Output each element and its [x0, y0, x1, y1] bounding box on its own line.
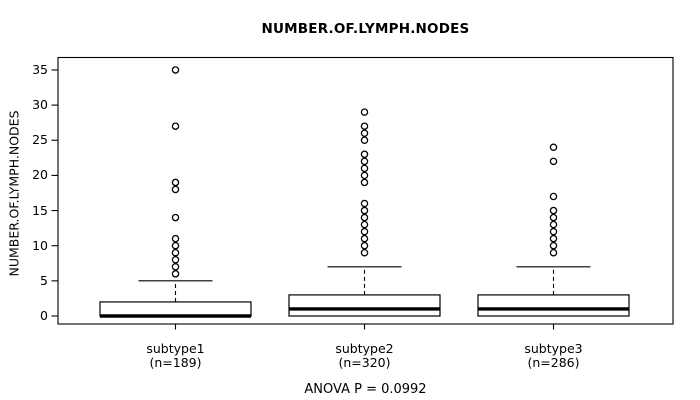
box-subtype1: [99, 301, 252, 317]
y-tick-label: 5: [40, 272, 48, 288]
outlier-point: [360, 157, 369, 166]
chart-title: NUMBER.OF.LYMPH.NODES: [261, 21, 470, 37]
outlier-point: [549, 157, 558, 166]
outlier-point: [171, 256, 180, 264]
y-tick-label: 30: [32, 97, 48, 113]
outlier-point: [171, 122, 180, 130]
outlier-point: [360, 234, 369, 243]
y-tick-label: 35: [32, 61, 48, 77]
outlier-point: [360, 129, 369, 137]
outlier-point: [171, 241, 180, 250]
group-label-subtype1: subtype1: [146, 341, 205, 356]
group-sublabel-subtype1: (n=189): [149, 355, 202, 370]
outlier-point: [360, 164, 369, 173]
outlier-point: [360, 122, 369, 130]
outlier-point: [360, 220, 369, 229]
group-label-subtype2: subtype2: [335, 341, 394, 356]
outlier-point: [171, 213, 180, 222]
outlier-point: [549, 192, 558, 201]
outlier-point: [360, 108, 369, 116]
outlier-point: [360, 248, 369, 257]
outlier-point: [360, 199, 369, 208]
group-label-subtype3: subtype3: [524, 341, 583, 356]
outlier-point: [549, 143, 558, 152]
y-tick-label: 25: [32, 132, 48, 148]
outlier-point: [549, 234, 558, 243]
outlier-point: [171, 270, 180, 278]
anova-annotation: ANOVA P = 0.0992: [304, 382, 427, 397]
outlier-point: [171, 234, 180, 243]
outlier-point: [360, 178, 369, 187]
box-subtype3: [477, 294, 630, 317]
y-tick-label: 0: [40, 308, 48, 323]
outlier-point: [360, 227, 369, 236]
group-sublabel-subtype3: (n=286): [527, 355, 580, 370]
outlier-point: [360, 136, 369, 144]
outlier-point: [171, 185, 180, 194]
outlier-point: [549, 206, 558, 215]
y-tick-label: 15: [32, 202, 48, 218]
outlier-point: [549, 213, 558, 222]
outlier-point: [360, 206, 369, 215]
outlier-point: [549, 220, 558, 229]
plot-frame: [57, 56, 674, 325]
outlier-point: [549, 241, 558, 250]
outlier-point: [171, 263, 180, 271]
group-sublabel-subtype2: (n=320): [338, 355, 391, 370]
y-tick-label: 20: [32, 167, 48, 183]
y-tick-label: 10: [32, 237, 48, 253]
outlier-point: [360, 150, 369, 159]
outlier-point: [360, 241, 369, 250]
outlier-point: [360, 171, 369, 180]
outlier-point: [360, 213, 369, 222]
outlier-point: [171, 248, 180, 257]
outlier-point: [549, 227, 558, 236]
box-subtype2: [288, 294, 441, 317]
outlier-point: [549, 248, 558, 257]
outlier-point: [171, 66, 180, 74]
outlier-point: [171, 178, 180, 187]
